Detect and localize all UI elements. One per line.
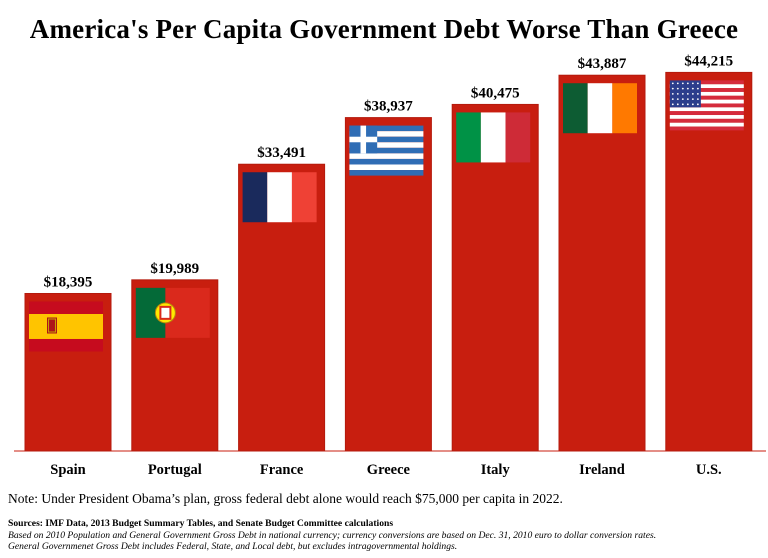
category-label-u-s: U.S. bbox=[696, 462, 722, 478]
category-label-france: France bbox=[260, 462, 304, 478]
value-label-portugal: $19,989 bbox=[150, 261, 199, 277]
spain-flag-icon bbox=[29, 301, 103, 352]
bar-ireland bbox=[558, 74, 646, 452]
sources-block: Sources: IMF Data, 2013 Budget Summary T… bbox=[8, 518, 656, 553]
greece-flag-icon bbox=[349, 125, 424, 176]
sources-title: Sources: IMF Data, 2013 Budget Summary T… bbox=[8, 518, 394, 529]
bar-group-greece: $38,937 Greece bbox=[344, 99, 432, 478]
value-label-italy: $40,475 bbox=[471, 85, 520, 101]
sources-line-1: Based on 2010 Population and General Gov… bbox=[8, 529, 657, 541]
bars-group: $18,395 Spain $19,989 Portugal $33,491 France… bbox=[24, 53, 753, 478]
italy-flag-icon bbox=[456, 112, 531, 163]
bar-group-italy: $40,475 Italy bbox=[451, 85, 539, 478]
value-label-france: $33,491 bbox=[257, 145, 306, 161]
category-label-portugal: Portugal bbox=[148, 462, 202, 478]
category-label-ireland: Ireland bbox=[579, 462, 625, 478]
category-label-italy: Italy bbox=[481, 462, 511, 478]
bar-group-ireland: $43,887 Ireland bbox=[558, 56, 646, 478]
bar-group-spain: $18,395 Spain bbox=[24, 274, 112, 478]
category-label-spain: Spain bbox=[50, 462, 85, 478]
bar-u-s bbox=[665, 71, 753, 452]
sources-line-2: General Governmenet Gross Debt includes … bbox=[8, 541, 458, 553]
value-label-ireland: $43,887 bbox=[578, 56, 627, 72]
value-label-greece: $38,937 bbox=[364, 99, 413, 115]
value-label-u-s: $44,215 bbox=[684, 53, 733, 69]
value-label-spain: $18,395 bbox=[44, 274, 93, 290]
bar-group-portugal: $19,989 Portugal bbox=[131, 261, 219, 478]
bar-group-u-s: $44,215 U.S. bbox=[665, 53, 753, 478]
chart-note: Note: Under President Obama’s plan, gros… bbox=[8, 491, 563, 506]
bar-chart: $18,395 Spain $19,989 Portugal $33,491 France… bbox=[14, 53, 766, 478]
chart-title: America's Per Capita Government Debt Wor… bbox=[29, 14, 739, 44]
category-label-greece: Greece bbox=[367, 462, 411, 478]
france-flag-icon bbox=[242, 172, 317, 223]
bar-group-france: $33,491 France bbox=[238, 145, 326, 478]
us-flag-icon bbox=[669, 80, 744, 131]
portugal-flag-icon bbox=[135, 287, 210, 338]
ireland-flag-icon bbox=[563, 83, 637, 134]
